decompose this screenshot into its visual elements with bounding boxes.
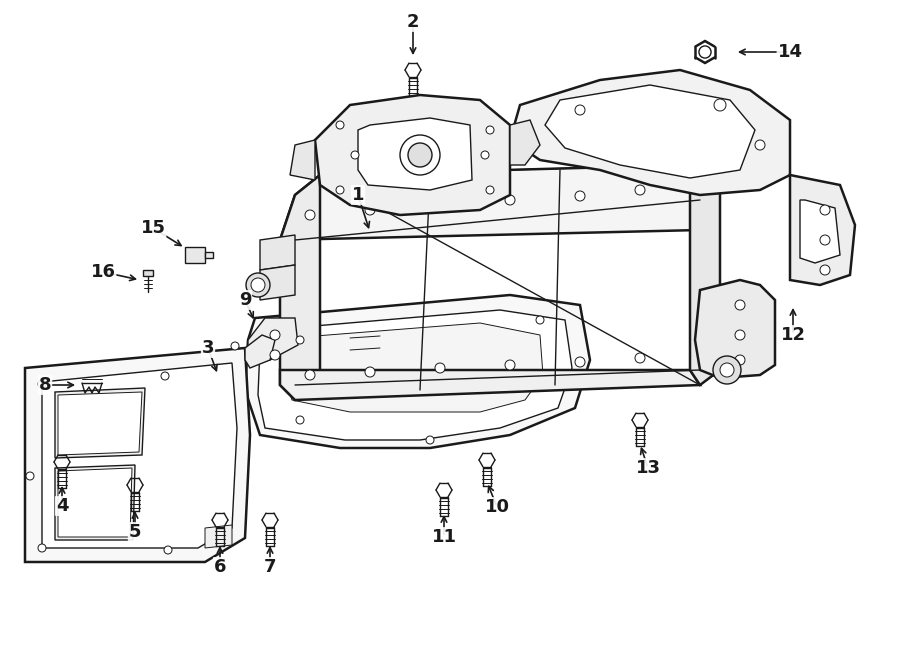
Circle shape [481,151,489,159]
Circle shape [505,360,515,370]
Text: 3: 3 [202,339,214,357]
Circle shape [575,191,585,201]
Circle shape [400,135,440,175]
Circle shape [161,372,169,380]
Circle shape [336,121,344,129]
Text: 11: 11 [431,528,456,546]
Circle shape [305,370,315,380]
Text: 12: 12 [780,326,806,344]
Circle shape [755,140,765,150]
Circle shape [699,46,711,58]
Circle shape [38,380,46,388]
Polygon shape [55,465,135,540]
Polygon shape [690,165,720,385]
Polygon shape [545,85,755,178]
Polygon shape [260,235,295,270]
Circle shape [305,210,315,220]
Circle shape [820,205,830,215]
Text: 16: 16 [91,263,115,281]
Circle shape [435,363,445,373]
Circle shape [713,356,741,384]
Polygon shape [510,70,790,195]
Polygon shape [280,370,700,400]
Polygon shape [358,118,472,190]
Circle shape [246,273,270,297]
Polygon shape [260,265,295,300]
Circle shape [426,436,434,444]
Circle shape [251,278,265,292]
Circle shape [296,416,304,424]
Polygon shape [790,175,855,285]
Circle shape [536,316,544,324]
Polygon shape [258,310,572,440]
Polygon shape [205,252,213,258]
Circle shape [351,151,359,159]
Circle shape [575,105,585,115]
Circle shape [735,300,745,310]
Circle shape [38,544,46,552]
Polygon shape [800,200,840,263]
Circle shape [365,367,375,377]
Circle shape [735,355,745,365]
Circle shape [486,186,494,194]
Polygon shape [280,175,320,400]
Text: 14: 14 [778,43,803,61]
Circle shape [231,342,239,350]
Circle shape [735,330,745,340]
Circle shape [296,336,304,344]
Circle shape [435,200,445,210]
Text: 7: 7 [264,558,276,576]
Polygon shape [695,280,775,378]
Polygon shape [25,348,250,562]
Polygon shape [280,165,720,240]
Polygon shape [55,388,145,458]
Circle shape [714,99,726,111]
Circle shape [26,472,34,480]
Circle shape [270,330,280,340]
Polygon shape [510,120,540,165]
Circle shape [270,350,280,360]
Text: 10: 10 [484,498,509,516]
Text: 2: 2 [407,13,419,31]
Text: 8: 8 [39,376,51,394]
Text: 5: 5 [129,523,141,541]
Polygon shape [290,140,315,180]
Circle shape [336,186,344,194]
Text: 13: 13 [635,459,661,477]
Polygon shape [58,392,142,455]
Circle shape [635,185,645,195]
Circle shape [820,235,830,245]
Circle shape [575,357,585,367]
Polygon shape [58,468,132,537]
Circle shape [365,205,375,215]
Polygon shape [315,95,510,215]
Text: 1: 1 [352,186,365,204]
Polygon shape [248,318,298,360]
Circle shape [635,353,645,363]
Circle shape [486,126,494,134]
Circle shape [820,265,830,275]
Polygon shape [143,270,153,276]
Polygon shape [245,295,590,448]
Circle shape [164,546,172,554]
Polygon shape [185,247,205,263]
Text: 6: 6 [214,558,226,576]
Polygon shape [205,525,232,548]
Text: 9: 9 [238,291,251,309]
Circle shape [408,143,432,167]
Circle shape [505,195,515,205]
Polygon shape [245,335,275,368]
Polygon shape [282,323,543,412]
Circle shape [720,363,734,377]
Text: 4: 4 [56,497,68,515]
Text: 15: 15 [140,219,166,237]
Polygon shape [42,363,237,548]
